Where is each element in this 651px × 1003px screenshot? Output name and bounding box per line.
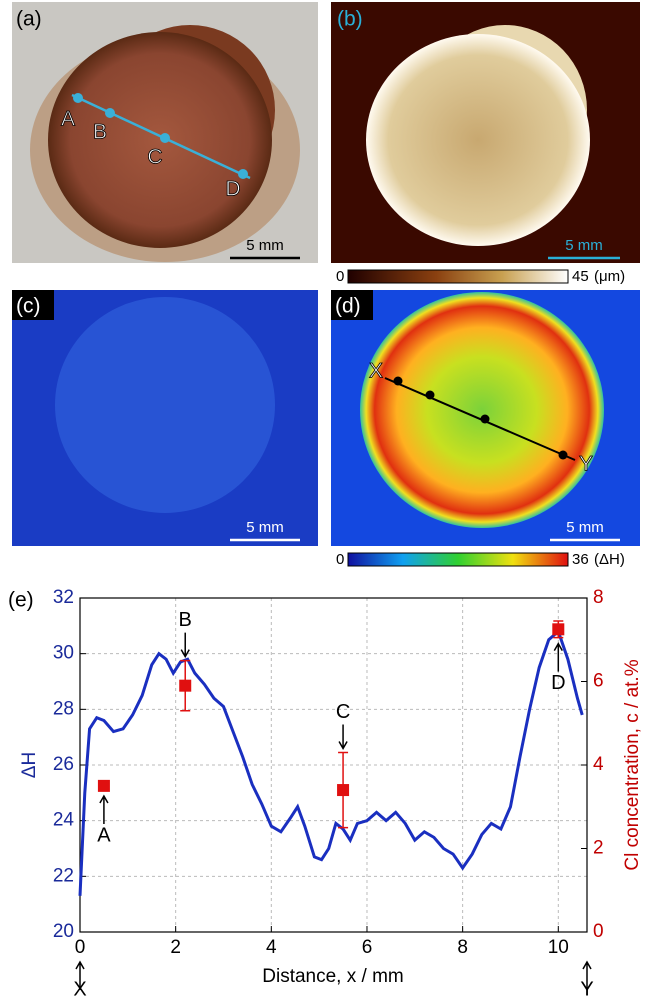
- x-tick-label: 4: [266, 937, 277, 958]
- y2-tick-label: 4: [593, 754, 604, 775]
- colorbar-tick: 0: [336, 268, 344, 285]
- data-line: [80, 631, 582, 895]
- point-label: Y: [579, 453, 593, 476]
- y-tick-label: 24: [53, 810, 75, 831]
- colorbar: [348, 270, 568, 283]
- y-tick-label: 26: [53, 754, 74, 775]
- x-end-label: Y: [580, 978, 593, 998]
- marker: [552, 623, 564, 635]
- colorbar-unit: (ΔH): [594, 551, 625, 568]
- arrow: [339, 724, 347, 748]
- scale-label: 5 mm: [246, 237, 284, 254]
- panel-label: (d): [335, 295, 361, 318]
- panel-d: X Y (d) 5 mm 0 36 (ΔH): [331, 290, 640, 568]
- panel-label: (a): [16, 8, 42, 31]
- point-label: X: [369, 360, 383, 383]
- point-label: B: [93, 121, 107, 144]
- x-end-label: X: [73, 978, 86, 998]
- annotation: A: [97, 824, 111, 846]
- x-tick-label: 2: [170, 937, 181, 958]
- marker: [337, 784, 349, 796]
- y-tick-label: 30: [53, 643, 74, 664]
- marker: [98, 780, 110, 792]
- chart: (e) Distance, x / mm ΔH Cl concentration…: [8, 587, 643, 998]
- annotation: D: [551, 672, 565, 694]
- panel-b: (b) 5 mm 0 45 (μm): [331, 2, 640, 285]
- colorbar-unit: (μm): [594, 268, 625, 285]
- annotation: B: [179, 609, 192, 631]
- point-label: A: [61, 108, 75, 131]
- colorbar: [348, 553, 568, 566]
- marker: [179, 680, 191, 692]
- y-tick-label: 28: [53, 698, 74, 719]
- panel-c: (c) 5 mm: [12, 290, 318, 546]
- x-tick-label: 8: [457, 937, 468, 958]
- disc: [48, 32, 272, 248]
- panel-label: (e): [8, 589, 34, 612]
- disc: [55, 297, 275, 513]
- x-tick-label: 6: [362, 937, 373, 958]
- x-tick-label: 10: [548, 937, 569, 958]
- y-tick-label: 20: [53, 921, 74, 942]
- panel-a: A B C D (a) 5 mm: [12, 2, 318, 263]
- y2-axis-label: Cl concentration, c / at.%: [622, 659, 643, 870]
- point-label: C: [147, 146, 162, 169]
- y2-tick-label: 0: [593, 921, 604, 942]
- page: A B C D (a) 5 mm (b) 5 mm 0 45 (μm) (c) …: [0, 0, 651, 998]
- colorbar-tick: 36: [572, 551, 589, 568]
- y2-tick-label: 6: [593, 671, 604, 692]
- scale-label: 5 mm: [565, 237, 603, 254]
- panel-label: (b): [337, 8, 363, 31]
- colorbar-tick: 0: [336, 551, 344, 568]
- x-tick-label: 0: [75, 937, 86, 958]
- scale-label: 5 mm: [566, 519, 604, 536]
- y2-tick-label: 2: [593, 838, 604, 859]
- scale-label: 5 mm: [246, 519, 284, 536]
- arrow: [554, 644, 562, 672]
- disc: [360, 292, 604, 528]
- y-axis-label: ΔH: [19, 752, 40, 778]
- disc: [366, 34, 590, 246]
- panel-label: (c): [16, 295, 41, 318]
- arrow: [100, 796, 108, 824]
- y-tick-label: 32: [53, 587, 74, 608]
- x-axis-label: Distance, x / mm: [262, 966, 403, 987]
- annotation: C: [336, 701, 350, 723]
- y2-tick-label: 8: [593, 587, 604, 608]
- arrow: [181, 633, 189, 657]
- point-label: D: [225, 178, 240, 201]
- figure: A B C D (a) 5 mm (b) 5 mm 0 45 (μm) (c) …: [0, 0, 651, 998]
- colorbar-tick: 45: [572, 268, 589, 285]
- y-tick-label: 22: [53, 865, 74, 886]
